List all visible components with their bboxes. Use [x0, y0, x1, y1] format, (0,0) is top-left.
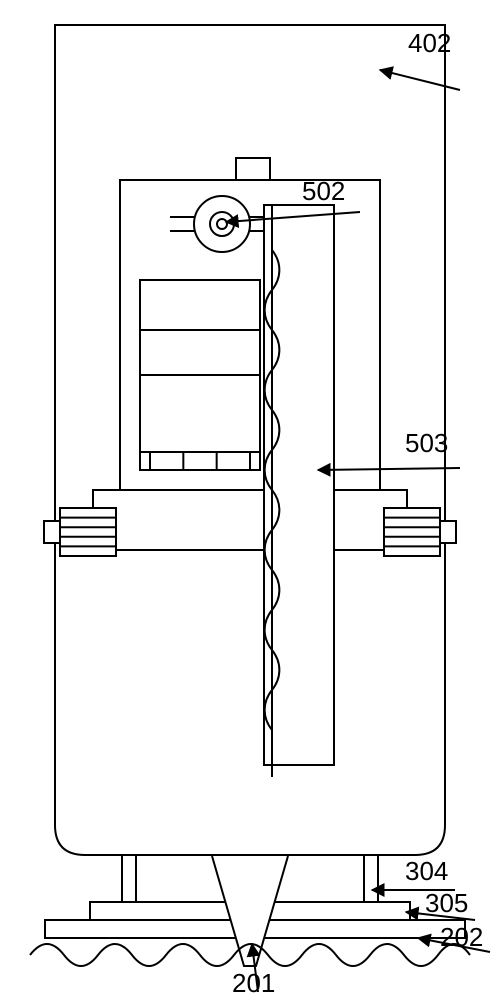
label-503: 503 [405, 428, 448, 458]
label-502: 502 [302, 176, 345, 206]
mid-shelf [93, 490, 407, 550]
leader-402 [380, 70, 460, 90]
label-201: 201 [232, 968, 275, 998]
outer-body [55, 25, 445, 855]
top-cap [236, 158, 270, 180]
label-202: 202 [440, 922, 483, 952]
upper-slot [140, 330, 260, 375]
motor-right [384, 508, 440, 556]
label-304: 304 [405, 856, 448, 886]
roller [194, 196, 250, 252]
nozzle [212, 856, 288, 966]
label-305: 305 [425, 888, 468, 918]
label-402: 402 [408, 28, 451, 58]
auger-tube [264, 205, 334, 765]
motor-left [60, 508, 116, 556]
leader-503 [318, 468, 460, 470]
